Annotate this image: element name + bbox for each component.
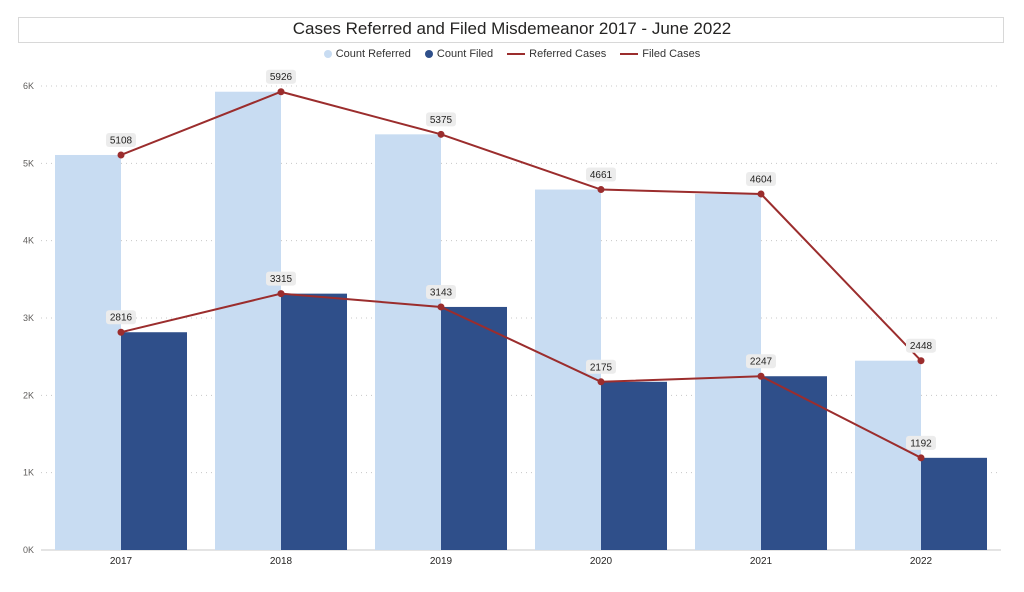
bar-count-referred [695,193,761,550]
data-label: 5375 [430,115,453,126]
bar-count-referred [55,154,121,551]
point-filed-cases [757,372,765,380]
data-label: 5926 [270,72,293,83]
legend-item-referred-cases[interactable]: Referred Cases [507,48,606,60]
data-label-bg [906,338,936,353]
y-tick-label: 4K [23,236,34,246]
data-label-bg [266,271,296,286]
data-label: 3315 [270,274,293,285]
point-referred-cases [597,186,605,194]
legend-item-count-filed[interactable]: Count Filed [424,48,494,60]
legend-item-count-referred[interactable]: Count Referred [323,48,411,60]
chart-title: Cases Referred and Filed Misdemeanor 201… [292,19,732,38]
y-tick-label: 1K [23,468,34,478]
x-tick-label: 2018 [270,556,293,567]
x-tick-label: 2022 [910,556,933,567]
point-referred-cases [277,88,285,96]
y-tick-label: 0K [23,545,34,555]
bar-count-filed [761,376,827,550]
point-referred-cases [437,130,445,138]
data-label: 2175 [590,362,613,373]
data-label-bg [586,359,616,374]
data-label-bg [266,69,296,84]
line-filed-cases [120,292,922,459]
y-tick-label: 2K [23,390,34,400]
data-label: 2247 [750,357,773,368]
legend-label-count-referred: Count Referred [335,48,411,60]
point-referred-cases [757,190,765,198]
y-tick-label: 3K [23,313,34,323]
legend-swatch-count-referred [323,50,332,58]
legend-label-filed-cases: Filed Cases [642,48,701,60]
point-referred-cases [117,151,125,159]
bar-count-referred [215,91,281,551]
legend-swatch-referred-cases [507,53,526,55]
bar-count-filed [121,332,187,550]
data-label: 4661 [590,170,613,181]
title-frame [18,17,1004,43]
data-label-bg [426,112,456,127]
legend-swatch-count-filed [424,50,433,58]
data-label-bg [586,167,616,182]
point-filed-cases [597,378,605,386]
data-label: 3143 [430,287,453,298]
point-filed-cases [277,290,285,298]
legend-label-count-filed: Count Filed [436,48,494,60]
y-tick-label: 6K [23,81,34,91]
data-label-bg [106,310,136,325]
legend-item-filed-cases[interactable]: Filed Cases [620,48,700,60]
point-filed-cases [917,454,925,462]
x-tick-label: 2017 [110,556,133,567]
bar-count-filed [921,457,987,550]
point-referred-cases [917,357,925,365]
data-label-bg [426,284,456,299]
data-label-bg [106,132,136,147]
data-label: 1192 [910,438,932,449]
bar-count-referred [855,360,921,550]
bar-count-filed [601,381,667,550]
x-tick-label: 2020 [590,556,613,567]
y-tick-label: 5K [23,158,34,168]
line-referred-cases [120,90,922,362]
bar-count-referred [375,134,441,551]
bar-count-filed [441,306,507,550]
x-tick-label: 2019 [430,556,453,567]
data-label: 4604 [750,174,773,185]
point-filed-cases [437,303,445,311]
legend: Count Referred Count Filed Referred Case… [0,48,1024,60]
data-label-bg [906,435,936,450]
legend-label-referred-cases: Referred Cases [529,48,607,60]
data-label: 2816 [110,313,133,324]
data-label: 2448 [910,341,933,352]
bar-count-filed [281,293,347,550]
point-filed-cases [117,328,125,336]
data-label-bg [746,171,776,186]
data-label: 5108 [110,135,133,146]
data-label-bg [746,354,776,369]
legend-swatch-filed-cases [620,53,639,55]
x-tick-label: 2021 [750,556,773,567]
